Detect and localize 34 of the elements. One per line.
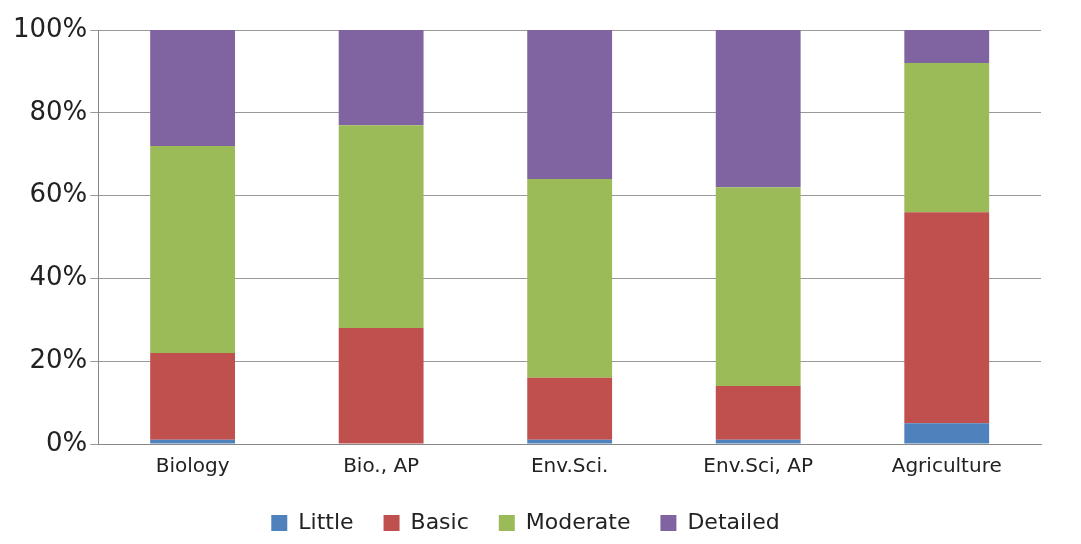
x-tick-label: Env.Sci, AP xyxy=(703,453,814,478)
bar xyxy=(150,30,236,146)
bar xyxy=(715,386,801,440)
y-tick-label: 60% xyxy=(29,178,88,209)
x-tick-label: Biology xyxy=(155,453,230,478)
y-tick-label: 100% xyxy=(12,12,88,43)
legend-label: Moderate xyxy=(525,508,631,534)
bar xyxy=(904,63,990,213)
bar xyxy=(338,125,424,329)
bar xyxy=(338,30,424,126)
bar xyxy=(150,145,236,353)
bar xyxy=(150,439,236,444)
y-tick-label: 40% xyxy=(29,261,88,292)
bar xyxy=(527,179,613,378)
bar xyxy=(527,377,613,440)
bar xyxy=(715,30,801,188)
legend-label: Detailed xyxy=(687,508,780,534)
bar xyxy=(904,423,990,444)
y-tick-label: 20% xyxy=(29,343,88,374)
bar xyxy=(715,439,801,444)
bar xyxy=(527,439,613,444)
y-tick-label: 0% xyxy=(46,426,88,457)
legend-label: Little xyxy=(298,508,354,534)
bar xyxy=(527,30,613,180)
bar xyxy=(715,187,801,387)
legend-label: Basic xyxy=(410,508,469,534)
bar xyxy=(150,352,236,440)
bar xyxy=(338,328,424,444)
y-tick-label: 80% xyxy=(29,95,88,126)
x-tick-label: Bio., AP xyxy=(343,453,420,478)
bar xyxy=(904,212,990,424)
bar xyxy=(904,30,990,64)
x-tick-label: Agriculture xyxy=(891,453,1002,478)
x-tick-label: Env.Sci. xyxy=(530,453,609,478)
